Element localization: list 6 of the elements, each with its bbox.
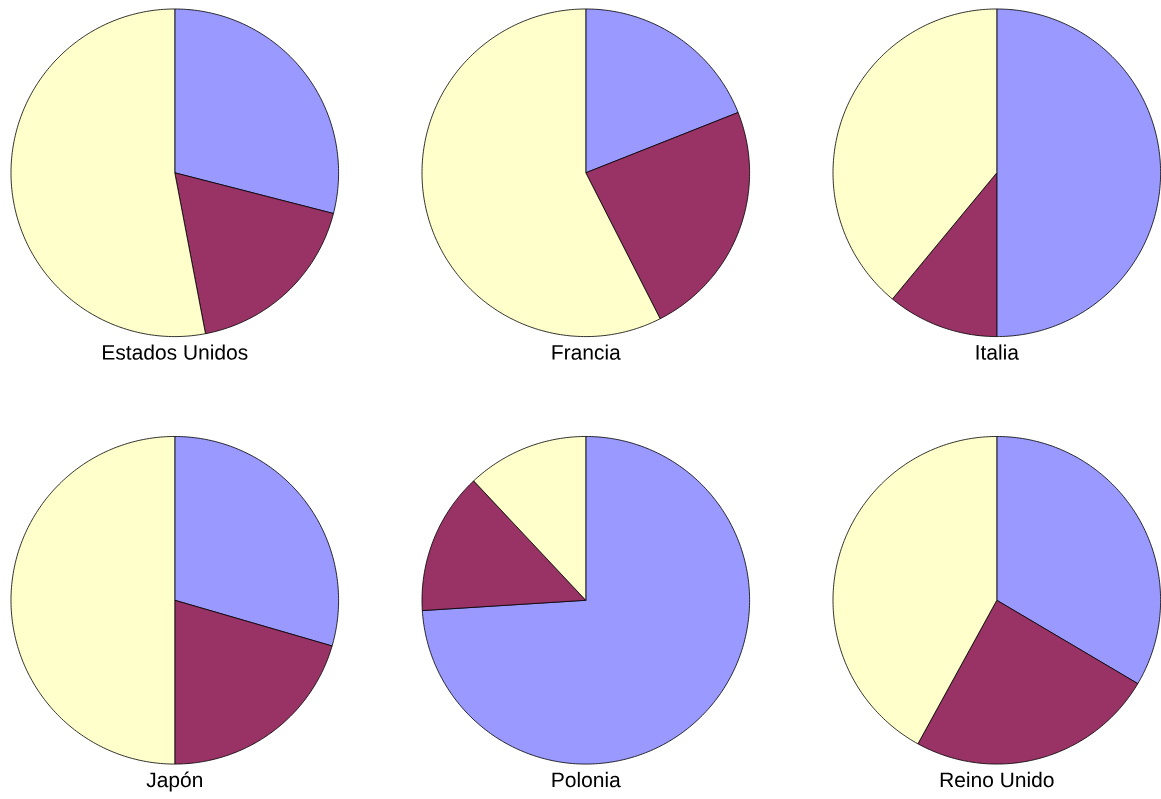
text: Japón [146,771,202,792]
text: Reino Unido [940,771,1054,788]
text: Francia [552,344,621,360]
text: Polonia [552,771,621,788]
text: Italia [976,344,1019,360]
text: Estados Unidos [103,344,248,360]
